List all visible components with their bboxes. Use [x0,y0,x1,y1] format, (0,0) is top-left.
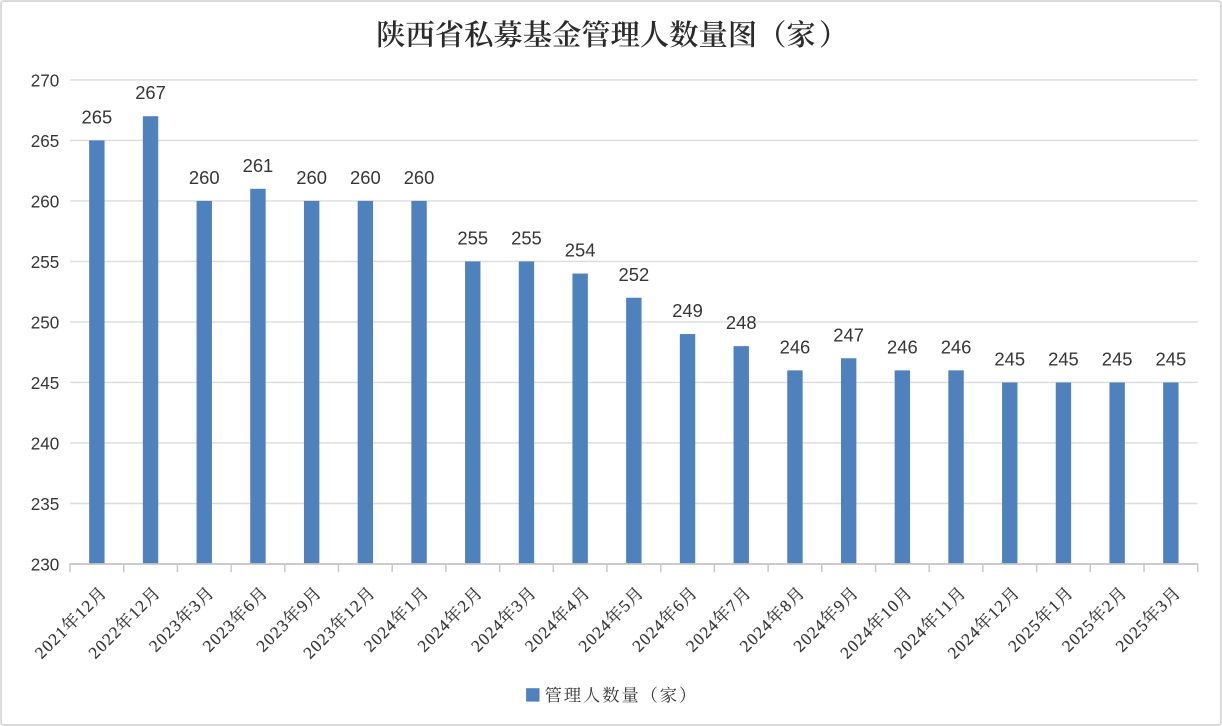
svg-text:255: 255 [457,227,488,248]
svg-text:270: 270 [31,72,60,91]
svg-text:235: 235 [31,495,60,514]
svg-text:248: 248 [726,312,757,333]
svg-text:260: 260 [350,167,381,188]
svg-text:245: 245 [1102,348,1133,369]
svg-text:240: 240 [31,435,60,454]
svg-text:260: 260 [296,167,327,188]
svg-text:254: 254 [565,240,596,261]
svg-text:252: 252 [619,264,650,285]
svg-text:255: 255 [31,253,60,272]
svg-text:245: 245 [994,348,1025,369]
svg-text:245: 245 [31,374,60,393]
svg-text:247: 247 [833,324,864,345]
svg-text:260: 260 [189,167,220,188]
svg-text:261: 261 [243,155,274,176]
svg-text:267: 267 [135,82,166,103]
svg-text:250: 250 [31,314,60,333]
svg-text:249: 249 [672,300,703,321]
svg-text:246: 246 [780,336,811,357]
svg-text:260: 260 [404,167,435,188]
svg-text:245: 245 [1156,348,1187,369]
svg-text:245: 245 [1048,348,1079,369]
svg-text:260: 260 [31,193,60,212]
svg-text:246: 246 [941,336,972,357]
svg-text:265: 265 [82,106,113,127]
svg-text:265: 265 [31,132,60,151]
svg-text:230: 230 [31,556,60,575]
svg-text:255: 255 [511,227,542,248]
svg-text:246: 246 [887,336,918,357]
